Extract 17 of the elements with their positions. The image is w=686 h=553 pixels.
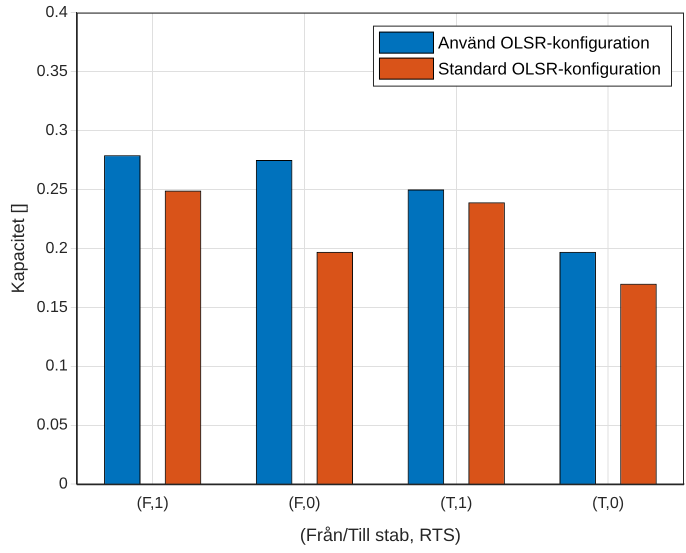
y-tick-label: 0.15 [36,298,68,316]
y-tick-label: 0.35 [36,62,68,80]
x-tick-label: (T,1) [440,495,472,512]
y-axis-title: Kapacitet [] [8,203,28,294]
y-tick-label: 0.25 [36,180,68,198]
y-tick-label: 0.3 [45,122,68,139]
y-tick-label: 0.05 [36,416,68,434]
y-tick-label: 0.1 [45,358,68,375]
legend-label: Standard OLSR-konfiguration [438,59,662,78]
x-tick-label: (F,1) [136,495,169,512]
x-tick-label: (F,0) [288,495,320,512]
x-tick-label: (T,0) [592,495,624,512]
y-tick-label: 0.4 [45,4,68,22]
y-tick-label: 0 [58,476,68,493]
x-axis-title: (Från/Till stab, RTS) [300,525,461,546]
legend-label: Använd OLSR-konfiguration [438,33,650,52]
y-tick-label: 0.2 [45,240,68,257]
